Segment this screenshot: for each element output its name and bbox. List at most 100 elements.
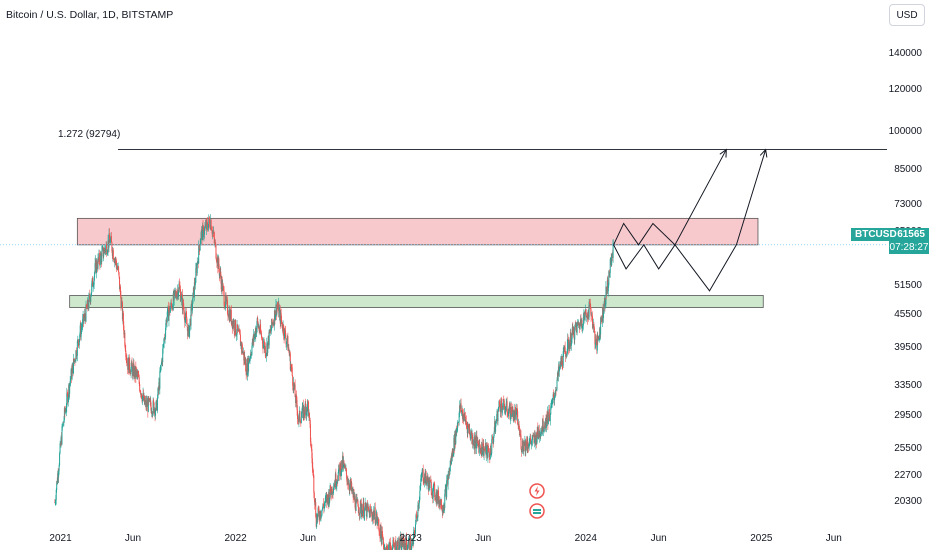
candle-body — [71, 368, 73, 380]
candle-body — [493, 436, 495, 443]
candle-body — [136, 372, 138, 375]
candle-body — [349, 484, 351, 491]
candle-body — [555, 389, 557, 396]
candle-body — [120, 295, 122, 309]
candle-body — [226, 300, 228, 314]
candle-body — [378, 519, 380, 525]
candle-body — [528, 442, 530, 448]
candle-body — [479, 445, 481, 450]
candle-body — [499, 403, 501, 411]
candle-body — [375, 522, 377, 524]
candle-body — [320, 515, 322, 516]
candle-body — [183, 311, 185, 319]
candle-body — [418, 503, 420, 509]
candle-body — [88, 296, 90, 309]
candle-body — [67, 396, 69, 403]
candle-body — [369, 508, 371, 510]
candle-body — [384, 547, 386, 550]
candle-body — [406, 544, 408, 550]
candle-body — [85, 304, 87, 322]
candle-body — [308, 401, 310, 417]
candle-body — [549, 414, 551, 422]
candle-body — [281, 321, 283, 328]
candle-body — [609, 259, 611, 273]
candle-body — [340, 464, 342, 477]
candle-body — [433, 483, 435, 486]
candle-body — [444, 488, 446, 494]
price-tick-label: 100000 — [888, 126, 922, 138]
candle-body — [362, 510, 364, 517]
earnings-event-icon[interactable] — [529, 503, 545, 519]
candle-body — [416, 517, 418, 519]
candle-body — [101, 250, 103, 262]
candle-body — [313, 475, 315, 493]
candle-body — [120, 286, 122, 296]
candle-body — [598, 337, 600, 340]
candle-body — [351, 489, 353, 491]
candle-body — [578, 322, 580, 327]
candle-body — [508, 409, 510, 412]
candle-body — [378, 524, 380, 532]
candle-body — [418, 499, 420, 504]
candle-body — [242, 352, 244, 354]
candle-body — [407, 547, 409, 549]
candle-body — [76, 341, 78, 356]
candle-body — [427, 476, 429, 482]
candle-body — [261, 333, 263, 338]
candle-body — [129, 357, 131, 371]
price-badge-price: 61565 — [897, 229, 925, 240]
candle-body — [504, 410, 506, 414]
candle-body — [335, 473, 337, 487]
candle-body — [83, 318, 85, 322]
candle-body — [315, 502, 317, 518]
candle-body — [594, 343, 596, 345]
lightning-event-icon[interactable] — [529, 483, 545, 499]
candle-body — [460, 403, 462, 412]
candle-body — [139, 391, 141, 392]
candle-body — [346, 475, 348, 482]
candle-body — [196, 262, 198, 273]
candle-body — [574, 326, 576, 340]
candle-body — [179, 283, 181, 287]
candle-body — [582, 325, 584, 327]
candle-body — [413, 531, 415, 545]
candle-body — [337, 480, 339, 482]
candle-body — [307, 400, 309, 412]
candle-body — [595, 339, 597, 344]
candle-body — [130, 366, 132, 375]
candle-body — [195, 268, 197, 283]
candle-body — [488, 452, 490, 457]
candle-body — [172, 293, 174, 310]
projection-lower — [613, 149, 767, 292]
candle-body — [214, 237, 216, 244]
candle-body — [414, 533, 416, 534]
candle-body — [497, 406, 499, 412]
candle-body — [355, 499, 357, 511]
candle-body — [292, 375, 294, 386]
candle-body — [219, 273, 221, 276]
candle-body — [54, 501, 56, 503]
candle-body — [186, 316, 188, 325]
candle-body — [248, 358, 250, 372]
candle-body — [93, 284, 95, 286]
candle-body — [547, 412, 549, 425]
candle-body — [81, 326, 83, 328]
candle-body — [249, 358, 251, 362]
candle-body — [332, 488, 334, 494]
candle-body — [150, 400, 152, 407]
candle-body — [570, 332, 572, 346]
candle-body — [73, 358, 75, 374]
currency-button[interactable]: USD — [889, 4, 925, 26]
candle-body — [208, 217, 210, 225]
candle-body — [364, 508, 366, 517]
candle-body — [363, 516, 365, 518]
candle-body — [506, 401, 508, 413]
candle-body — [112, 250, 114, 260]
candle-body — [342, 455, 344, 468]
candle-body — [516, 408, 518, 412]
candle-body — [564, 346, 566, 352]
candle-body — [256, 318, 258, 327]
candle-body — [308, 412, 310, 418]
